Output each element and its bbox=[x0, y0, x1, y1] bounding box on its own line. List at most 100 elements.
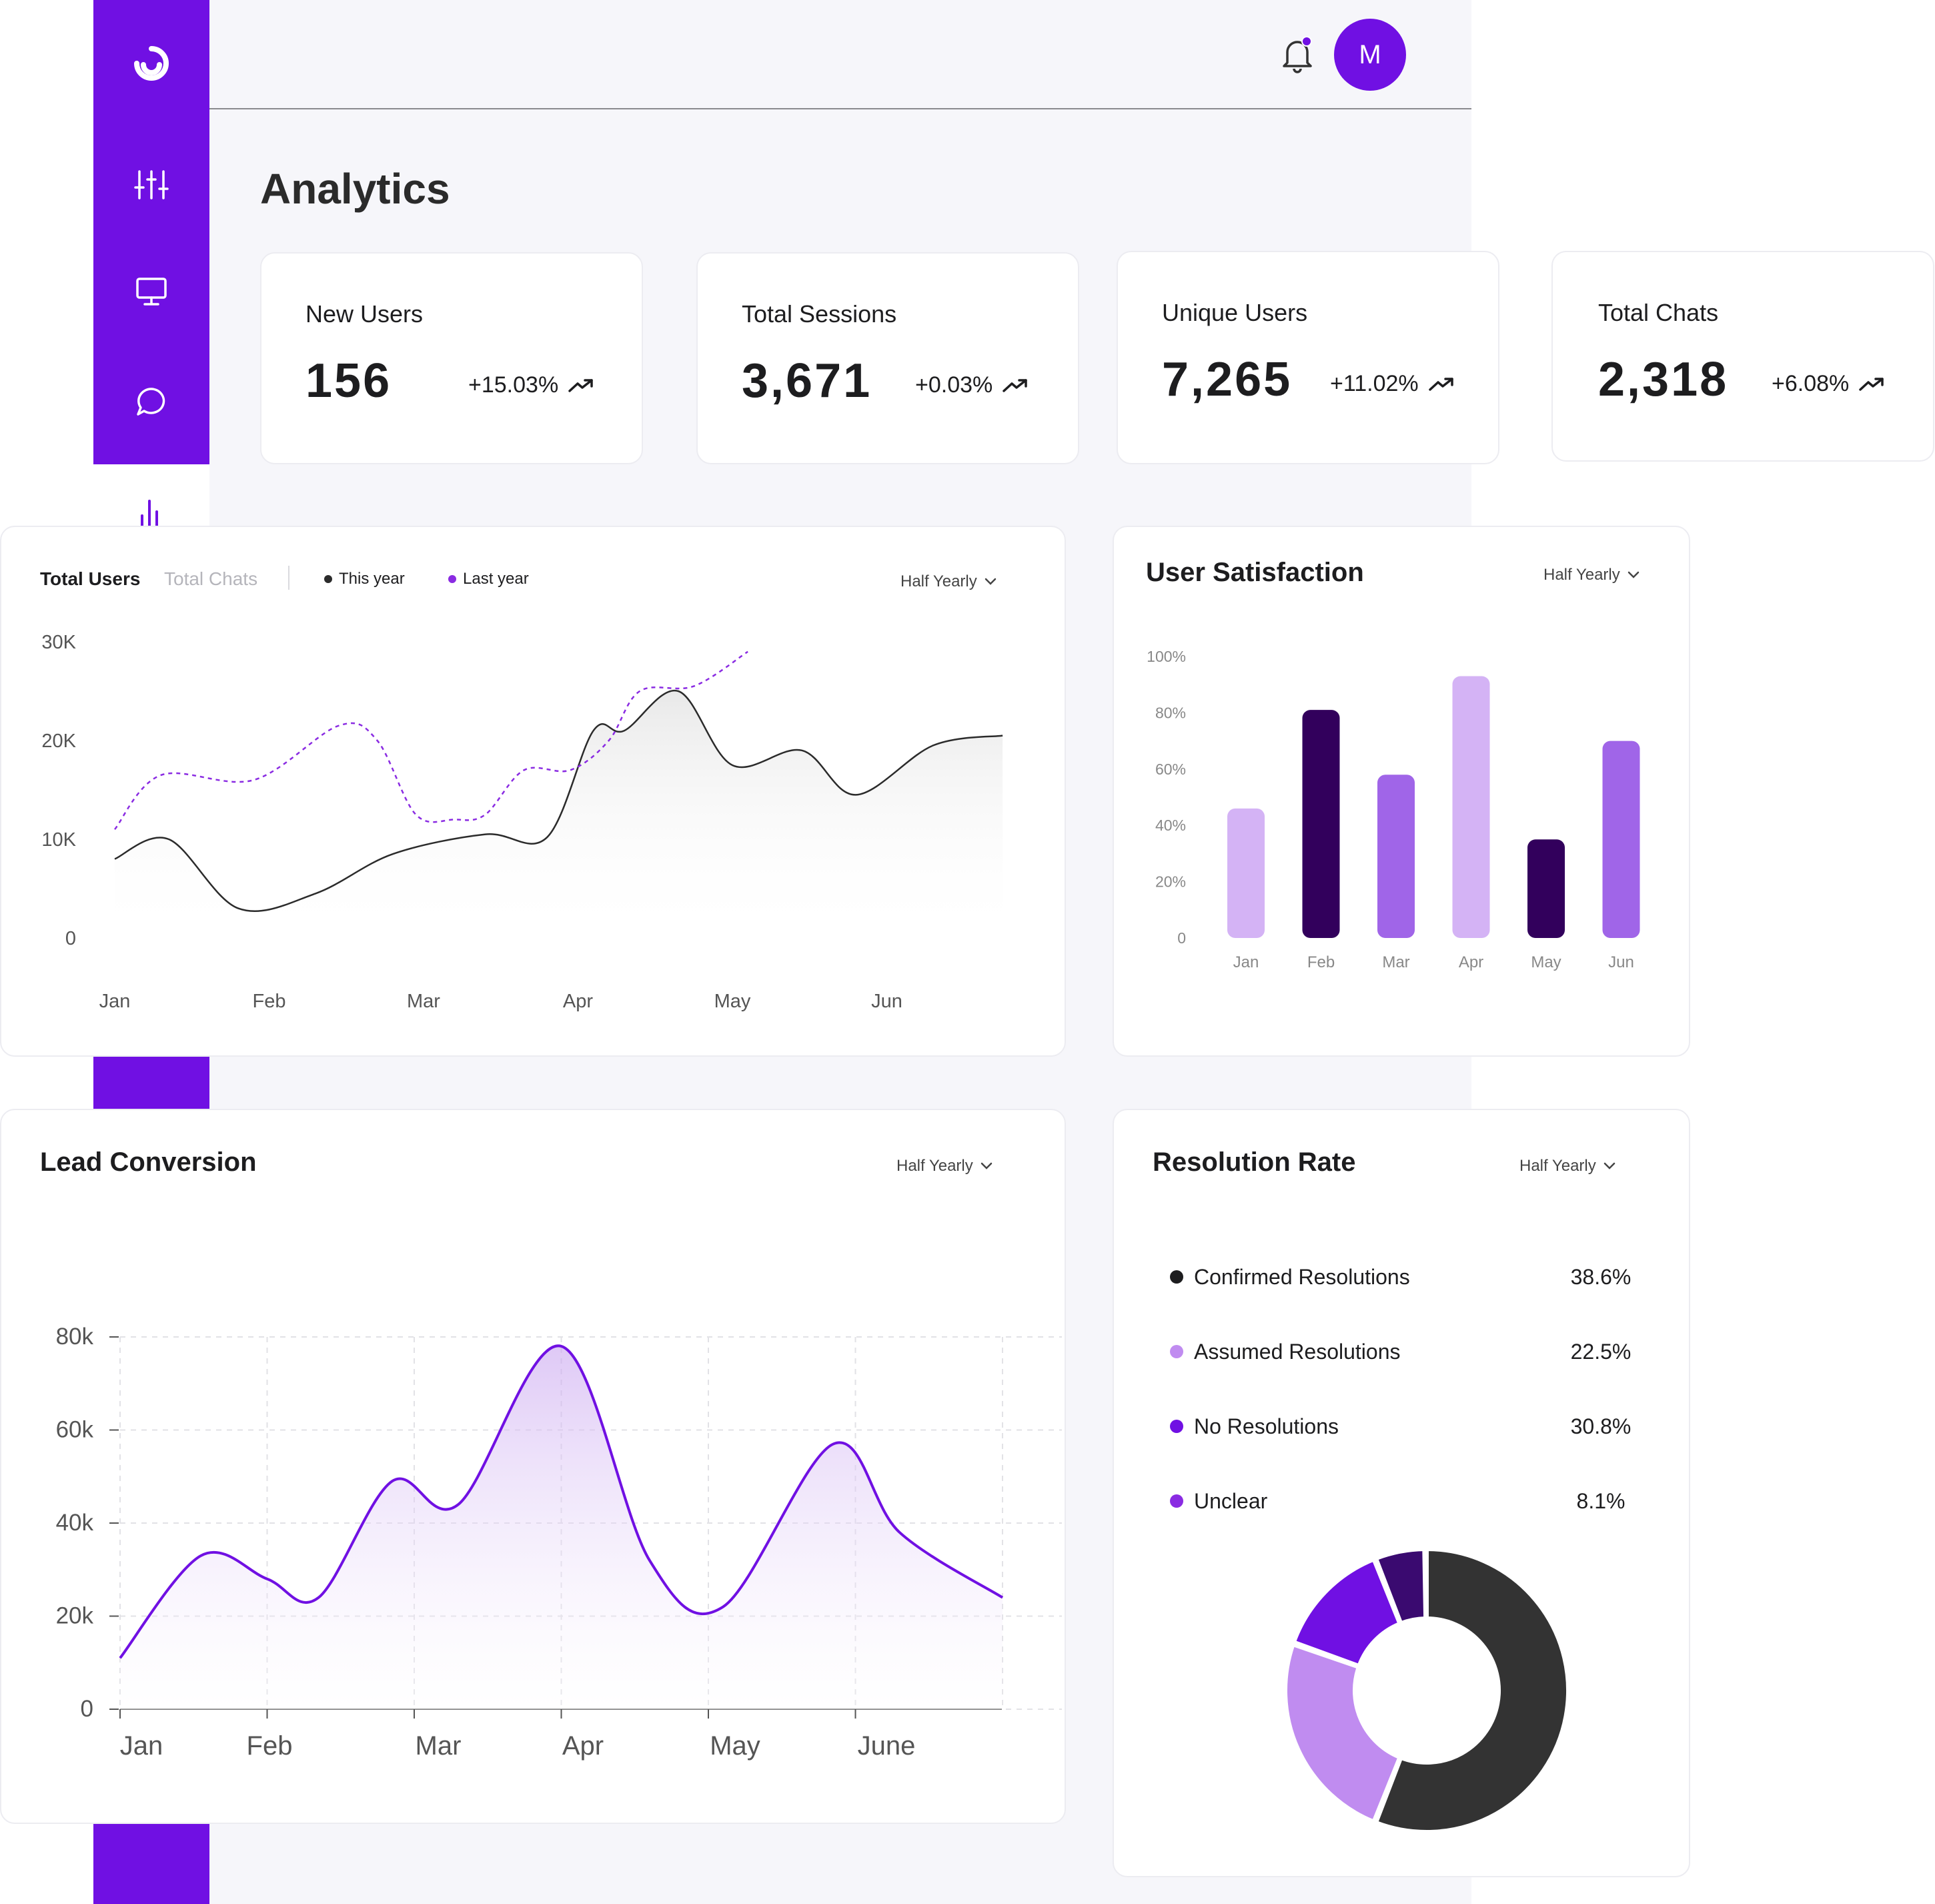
x-tick-label: Feb bbox=[247, 1731, 293, 1761]
y-tick-label: 0 bbox=[81, 1696, 93, 1722]
y-tick-label: 0 bbox=[1177, 929, 1186, 947]
monitor-icon[interactable] bbox=[127, 267, 176, 316]
y-tick-label: 20K bbox=[41, 731, 76, 752]
bar bbox=[1527, 839, 1565, 938]
y-tick-label: 80k bbox=[56, 1324, 94, 1350]
legend-label: Confirmed Resolutions bbox=[1194, 1265, 1410, 1289]
legend-dot bbox=[1170, 1420, 1183, 1433]
x-tick-label: Mar bbox=[407, 991, 440, 1012]
resolution-rate-card: Resolution Rate Half Yearly Confirmed Re… bbox=[1113, 1109, 1690, 1877]
y-tick-label: 20k bbox=[56, 1603, 94, 1629]
stat-change: +11.02% bbox=[1330, 371, 1455, 397]
total-users-card: Total Users Total Chats This year Last y… bbox=[0, 526, 1066, 1057]
lead-area bbox=[120, 1346, 1003, 1709]
stat-value: 7,265 bbox=[1162, 353, 1293, 406]
stat-label: New Users bbox=[305, 300, 424, 328]
x-tick-label: Apr bbox=[563, 991, 593, 1012]
lead-conversion-area-chart: 80k 60k 40k 20k 0 Jan Feb Mar Apr May June bbox=[56, 1324, 1062, 1761]
x-tick-label: Jun bbox=[871, 991, 902, 1012]
x-tick-label: June bbox=[858, 1731, 916, 1761]
trend-up-icon bbox=[1003, 378, 1028, 392]
y-tick-label: 100% bbox=[1147, 648, 1186, 665]
y-tick-label: 60k bbox=[56, 1417, 94, 1443]
legend-dot bbox=[1170, 1345, 1183, 1358]
x-tick-label: Apr bbox=[1459, 953, 1483, 971]
period-dropdown[interactable]: Half Yearly bbox=[896, 1157, 993, 1175]
dropdown-label: Half Yearly bbox=[900, 572, 977, 590]
tab-total-users[interactable]: Total Users bbox=[40, 568, 141, 589]
legend-item: Assumed Resolutions 22.5% bbox=[1170, 1336, 1648, 1368]
stat-change-text: +6.08% bbox=[1772, 371, 1850, 396]
x-tick-label: Feb bbox=[253, 991, 286, 1012]
x-tick-label: Mar bbox=[1382, 953, 1409, 971]
header-divider bbox=[209, 108, 1471, 109]
donut-slice bbox=[1291, 1557, 1402, 1669]
legend-item: Unclear 8.1% bbox=[1170, 1485, 1648, 1517]
x-tick-label: Jan bbox=[120, 1731, 163, 1761]
legend-label: Assumed Resolutions bbox=[1194, 1340, 1401, 1364]
legend-value: 30.8% bbox=[1570, 1414, 1632, 1438]
bar bbox=[1452, 676, 1490, 938]
stat-card-unique-users: Unique Users 7,265 +11.02% bbox=[1117, 251, 1499, 464]
card-title: Lead Conversion bbox=[40, 1147, 257, 1177]
chat-icon[interactable] bbox=[127, 377, 176, 426]
x-tick-label: Feb bbox=[1307, 953, 1335, 971]
stat-value: 2,318 bbox=[1598, 353, 1729, 406]
x-tick-label: Apr bbox=[562, 1731, 604, 1761]
legend-value: 38.6% bbox=[1570, 1265, 1632, 1289]
chevron-down-icon bbox=[981, 1162, 992, 1169]
logo-icon[interactable] bbox=[127, 39, 176, 88]
x-tick-label: May bbox=[1531, 953, 1561, 971]
trend-up-icon bbox=[1428, 377, 1453, 391]
stat-card-total-sessions: Total Sessions 3,671 +0.03% bbox=[696, 252, 1079, 464]
sidebar-segment-bottom bbox=[93, 1821, 209, 1904]
period-dropdown[interactable]: Half Yearly bbox=[1543, 566, 1640, 584]
stat-label: Total Chats bbox=[1598, 299, 1719, 326]
chevron-down-icon bbox=[1628, 571, 1639, 578]
legend-value: 8.1% bbox=[1576, 1489, 1626, 1513]
y-tick-label: 40k bbox=[56, 1510, 94, 1536]
y-tick-label: 60% bbox=[1155, 761, 1186, 778]
sliders-icon[interactable] bbox=[127, 160, 176, 209]
legend-dot bbox=[448, 575, 456, 583]
bar bbox=[1302, 710, 1340, 938]
user-avatar[interactable]: M bbox=[1334, 19, 1406, 91]
legend-dot bbox=[1170, 1494, 1183, 1508]
user-satisfaction-card: User Satisfaction Half Yearly 100% 80% 60%… bbox=[1113, 526, 1690, 1057]
sidebar-segment bbox=[93, 1057, 209, 1113]
period-dropdown[interactable]: Half Yearly bbox=[900, 572, 997, 591]
stat-change: +15.03% bbox=[468, 372, 594, 398]
trend-up-icon bbox=[1859, 377, 1884, 391]
period-dropdown[interactable]: Half Yearly bbox=[1519, 1157, 1616, 1175]
x-tick-label: Jun bbox=[1608, 953, 1634, 971]
legend-dot bbox=[1170, 1270, 1183, 1284]
stat-label: Total Sessions bbox=[742, 300, 897, 328]
stat-label: Unique Users bbox=[1162, 299, 1308, 326]
chevron-down-icon bbox=[985, 578, 996, 585]
legend-item: No Resolutions 30.8% bbox=[1170, 1410, 1648, 1442]
stat-value: 156 bbox=[305, 354, 392, 408]
notification-bell-icon[interactable] bbox=[1279, 35, 1315, 75]
legend-label: Unclear bbox=[1194, 1489, 1268, 1513]
tab-total-chats[interactable]: Total Chats bbox=[164, 568, 258, 589]
dropdown-label: Half Yearly bbox=[1519, 1157, 1596, 1175]
bar bbox=[1227, 808, 1265, 938]
last-year-line bbox=[114, 650, 748, 831]
total-users-line-chart: 30K 20K 10K 0 Jan Feb Mar Apr May Jun bbox=[41, 632, 1003, 1012]
this-year-area bbox=[115, 690, 1003, 938]
user-satisfaction-bar-chart: 100% 80% 60% 40% 20% 0 Jan Feb Mar Apr May Jun bbox=[1147, 648, 1640, 971]
legend-this-year: This year bbox=[324, 570, 405, 588]
y-tick-label: 20% bbox=[1155, 873, 1186, 891]
stat-change: +6.08% bbox=[1772, 371, 1885, 397]
x-tick-label: Mar bbox=[416, 1731, 462, 1761]
x-tick-label: Jan bbox=[99, 991, 131, 1012]
y-tick-label: 80% bbox=[1155, 704, 1186, 721]
bar bbox=[1602, 741, 1640, 938]
legend-dot bbox=[324, 575, 332, 583]
legend-item: Confirmed Resolutions 38.6% bbox=[1170, 1261, 1648, 1293]
legend-last-year-label: Last year bbox=[463, 570, 529, 588]
bar bbox=[1377, 775, 1415, 938]
lead-conversion-card: Lead Conversion Half Yearly 80k 60k 40k 20k… bbox=[0, 1109, 1066, 1824]
legend-last-year: Last year bbox=[448, 570, 529, 588]
chevron-down-icon bbox=[1603, 1162, 1615, 1169]
